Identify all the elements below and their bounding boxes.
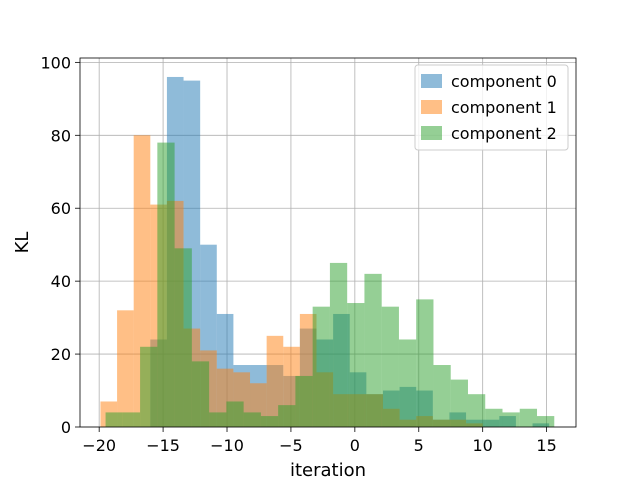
histogram-bar-series-2 <box>381 306 399 427</box>
histogram-bar-series-2 <box>191 361 210 427</box>
histogram-bar-series-2 <box>209 412 227 427</box>
legend-entry: component 1 <box>451 98 557 117</box>
histogram-bar-series-2 <box>398 339 417 427</box>
histogram-bar-series-2 <box>467 394 486 427</box>
x-tick-label: 0 <box>350 436 360 455</box>
histogram-bar-series-2 <box>278 405 296 427</box>
histogram-bar-series-2 <box>364 273 382 427</box>
x-tick-label: 15 <box>536 436 556 455</box>
histogram-bar-series-1 <box>266 335 284 427</box>
histogram-bar-series-2 <box>450 379 468 427</box>
bars-layer <box>100 76 555 427</box>
histogram-bar-series-2 <box>174 248 192 427</box>
x-tick-label: −15 <box>146 436 180 455</box>
legend-swatch <box>421 100 442 114</box>
histogram-bar-series-2 <box>485 408 503 427</box>
histogram-bar-series-2 <box>433 365 451 427</box>
histogram-bar-series-2 <box>502 412 520 427</box>
x-tick-label: 10 <box>473 436 493 455</box>
ticks-layer: −20 −15 −10 −5 0 5 10 15 0 20 40 60 80 100 <box>40 53 556 455</box>
x-tick-label: −10 <box>210 436 244 455</box>
y-tick-label: 0 <box>61 418 71 437</box>
histogram-bar-series-2 <box>157 142 175 427</box>
x-tick-label: −5 <box>279 436 303 455</box>
y-axis-label: KL <box>12 232 33 254</box>
histogram-bar-series-1 <box>117 310 134 427</box>
legend-entry: component 0 <box>451 72 557 91</box>
y-tick-label: 60 <box>51 199 71 218</box>
x-tick-label: −20 <box>82 436 116 455</box>
histogram-bar-series-2 <box>295 375 313 427</box>
histogram-bar-series-2 <box>347 303 365 427</box>
histogram-bar-series-2 <box>105 412 123 427</box>
histogram-bar-series-2 <box>416 299 434 427</box>
x-tick-label: 5 <box>414 436 424 455</box>
histogram-bar-series-2 <box>519 408 538 427</box>
x-axis-label: iteration <box>290 460 366 480</box>
legend-entry: component 2 <box>451 124 557 143</box>
y-tick-label: 20 <box>51 345 71 364</box>
legend: component 0 component 1 component 2 <box>414 64 569 151</box>
histogram-bar-series-2 <box>260 416 279 427</box>
plot-frame <box>79 57 577 428</box>
histogram-bar-series-2 <box>537 416 555 427</box>
histogram-bar-series-2 <box>226 401 244 427</box>
legend-swatch <box>421 74 442 88</box>
y-tick-label: 80 <box>51 126 71 145</box>
y-tick-label: 100 <box>40 53 71 72</box>
histogram-bar-series-2 <box>140 346 158 427</box>
histogram-bar-series-2 <box>312 306 330 427</box>
legend-frame <box>414 64 569 151</box>
legend-swatch <box>421 126 442 140</box>
histogram-bar-series-2 <box>243 412 261 427</box>
y-tick-label: 40 <box>51 272 71 291</box>
histogram-bar-series-2 <box>122 412 141 427</box>
histogram-bar-series-2 <box>329 262 348 427</box>
